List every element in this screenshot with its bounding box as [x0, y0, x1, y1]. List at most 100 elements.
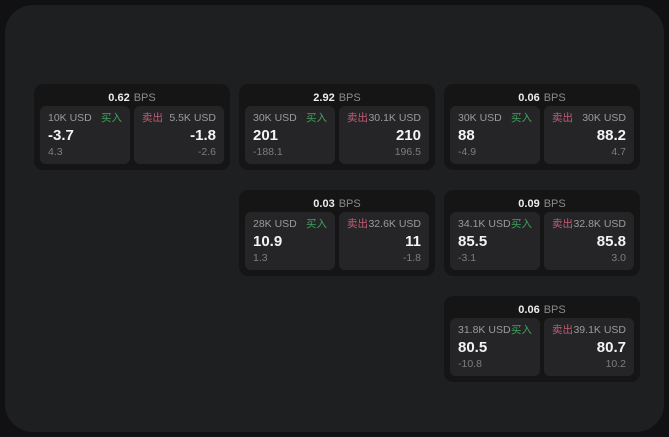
sell-tile-header: 卖出 32.8K USD [552, 218, 626, 231]
bps-unit-label: BPS [543, 91, 566, 104]
bps-unit-label: BPS [543, 197, 566, 210]
sell-tag: 卖出 [552, 324, 573, 336]
sell-quote-tile[interactable]: 卖出 32.6K USD 11 -1.8 [339, 212, 429, 270]
sell-change: -1.8 [402, 252, 421, 264]
sell-change: 10.2 [605, 358, 626, 370]
sell-quote-tile[interactable]: 卖出 5.5K USD -1.8 -2.6 [134, 106, 224, 164]
sell-tag: 卖出 [552, 112, 573, 124]
bps-value: 0.62 [108, 91, 130, 104]
buy-sell-panes: 28K USD 买入 10.9 1.3 卖出 32.6K USD 11 -1.8 [245, 212, 429, 270]
buy-sell-panes: 31.8K USD 买入 80.5 -10.8 卖出 39.1K USD 80.… [450, 318, 634, 376]
sell-amount: 30K USD [582, 112, 626, 124]
buy-amount: 31.8K USD [458, 324, 511, 336]
quote-card: 0.03 BPS 28K USD 买入 10.9 1.3 卖出 32.6K US… [239, 190, 435, 276]
buy-change: -10.8 [458, 358, 482, 370]
buy-quote-tile[interactable]: 34.1K USD 买入 85.5 -3.1 [450, 212, 540, 270]
sell-tile-header: 卖出 39.1K USD [552, 324, 626, 337]
bps-header: 0.06 BPS [450, 89, 634, 106]
sell-price: 85.8 [596, 233, 626, 250]
bps-value: 2.92 [313, 91, 335, 104]
sell-price: 11 [405, 233, 421, 250]
bps-unit-label: BPS [338, 197, 361, 210]
sell-price: 88.2 [596, 127, 626, 144]
sell-tag: 卖出 [552, 218, 573, 230]
sell-quote-tile[interactable]: 卖出 32.8K USD 85.8 3.0 [544, 212, 634, 270]
sell-quote-tile[interactable]: 卖出 30K USD 88.2 4.7 [544, 106, 634, 164]
buy-sell-panes: 34.1K USD 买入 85.5 -3.1 卖出 32.8K USD 85.8… [450, 212, 634, 270]
buy-sell-panes: 30K USD 买入 88 -4.9 卖出 30K USD 88.2 4.7 [450, 106, 634, 164]
buy-price: -3.7 [48, 127, 74, 144]
quote-card: 0.62 BPS 10K USD 买入 -3.7 4.3 卖出 5.5K USD [34, 84, 230, 170]
buy-tile-header: 28K USD 买入 [253, 218, 327, 231]
sell-tile-header: 卖出 30.1K USD [347, 112, 421, 125]
buy-amount: 28K USD [253, 218, 297, 230]
bps-unit-label: BPS [338, 91, 361, 104]
bps-unit-label: BPS [133, 91, 156, 104]
buy-quote-tile[interactable]: 10K USD 买入 -3.7 4.3 [40, 106, 130, 164]
sell-tile-header: 卖出 30K USD [552, 112, 626, 125]
sell-price: -1.8 [190, 127, 216, 144]
bps-value: 0.09 [518, 197, 540, 210]
sell-quote-tile[interactable]: 卖出 30.1K USD 210 196.5 [339, 106, 429, 164]
buy-quote-tile[interactable]: 31.8K USD 买入 80.5 -10.8 [450, 318, 540, 376]
buy-tile-header: 30K USD 买入 [253, 112, 327, 125]
buy-change: 4.3 [48, 146, 63, 158]
buy-tag: 买入 [511, 112, 532, 124]
buy-tag: 买入 [511, 218, 532, 230]
buy-price: 88 [458, 127, 475, 144]
buy-quote-tile[interactable]: 28K USD 买入 10.9 1.3 [245, 212, 335, 270]
bps-header: 0.09 BPS [450, 195, 634, 212]
buy-sell-panes: 30K USD 买入 201 -188.1 卖出 30.1K USD 210 1… [245, 106, 429, 164]
sell-tile-header: 卖出 32.6K USD [347, 218, 421, 231]
bps-value: 0.06 [518, 91, 540, 104]
sell-amount: 32.8K USD [573, 218, 626, 230]
buy-sell-panes: 10K USD 买入 -3.7 4.3 卖出 5.5K USD -1.8 -2.… [40, 106, 224, 164]
sell-amount: 39.1K USD [573, 324, 626, 336]
bps-value: 0.06 [518, 303, 540, 316]
buy-change: -188.1 [253, 146, 283, 158]
bps-header: 0.62 BPS [40, 89, 224, 106]
buy-price: 201 [253, 127, 279, 144]
buy-tile-header: 10K USD 买入 [48, 112, 122, 125]
sell-tag: 卖出 [142, 112, 163, 124]
sell-change: 4.7 [611, 146, 626, 158]
buy-price: 10.9 [253, 233, 283, 250]
quotes-grid: 0.62 BPS 10K USD 买入 -3.7 4.3 卖出 5.5K USD [34, 84, 640, 382]
quote-card: 0.06 BPS 30K USD 买入 88 -4.9 卖出 30K USD [444, 84, 640, 170]
buy-change: 1.3 [253, 252, 268, 264]
buy-tag: 买入 [101, 112, 122, 124]
quote-card: 0.09 BPS 34.1K USD 买入 85.5 -3.1 卖出 32.8K… [444, 190, 640, 276]
buy-amount: 34.1K USD [458, 218, 511, 230]
bps-header: 0.06 BPS [450, 301, 634, 318]
buy-tile-header: 31.8K USD 买入 [458, 324, 532, 337]
buy-amount: 30K USD [253, 112, 297, 124]
buy-tile-header: 30K USD 买入 [458, 112, 532, 125]
buy-quote-tile[interactable]: 30K USD 买入 201 -188.1 [245, 106, 335, 164]
sell-amount: 32.6K USD [368, 218, 421, 230]
sell-tag: 卖出 [347, 112, 368, 124]
sell-change: -2.6 [197, 146, 216, 158]
buy-tag: 买入 [306, 218, 327, 230]
bps-header: 2.92 BPS [245, 89, 429, 106]
bps-unit-label: BPS [543, 303, 566, 316]
sell-price: 80.7 [596, 339, 626, 356]
buy-change: -4.9 [458, 146, 477, 158]
buy-price: 85.5 [458, 233, 488, 250]
quote-card: 2.92 BPS 30K USD 买入 201 -188.1 卖出 30.1K … [239, 84, 435, 170]
buy-tag: 买入 [306, 112, 327, 124]
buy-tile-header: 34.1K USD 买入 [458, 218, 532, 231]
sell-price: 210 [395, 127, 421, 144]
sell-tile-header: 卖出 5.5K USD [142, 112, 216, 125]
sell-quote-tile[interactable]: 卖出 39.1K USD 80.7 10.2 [544, 318, 634, 376]
sell-change: 3.0 [611, 252, 626, 264]
buy-amount: 30K USD [458, 112, 502, 124]
quote-card: 0.06 BPS 31.8K USD 买入 80.5 -10.8 卖出 39.1… [444, 296, 640, 382]
sell-tag: 卖出 [347, 218, 368, 230]
buy-price: 80.5 [458, 339, 488, 356]
buy-amount: 10K USD [48, 112, 92, 124]
sell-change: 196.5 [394, 146, 421, 158]
sell-amount: 5.5K USD [169, 112, 216, 124]
buy-quote-tile[interactable]: 30K USD 买入 88 -4.9 [450, 106, 540, 164]
buy-tag: 买入 [511, 324, 532, 336]
sell-amount: 30.1K USD [368, 112, 421, 124]
